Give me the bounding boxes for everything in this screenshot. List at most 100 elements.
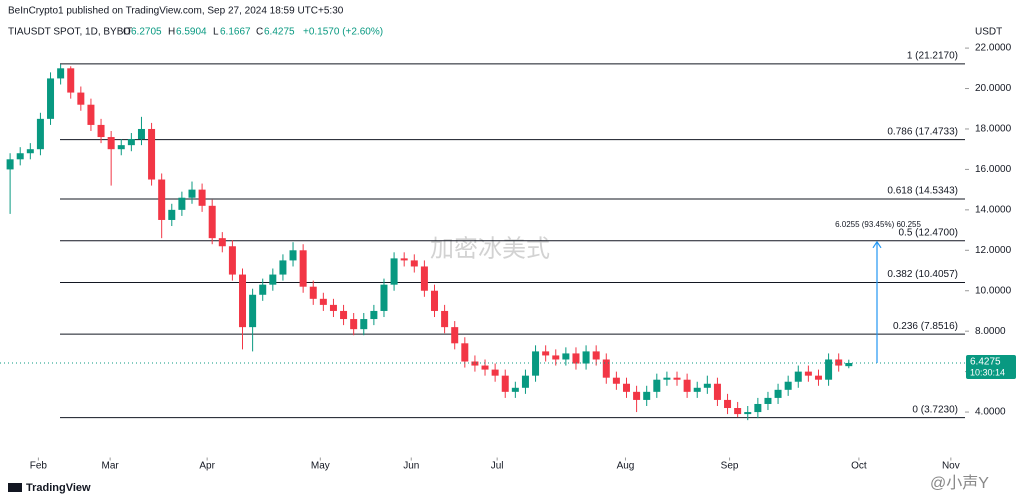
fib-label: 0.236 (7.8516) <box>893 321 958 332</box>
candle-body <box>825 359 833 380</box>
candle-body <box>754 403 762 413</box>
candle-body <box>148 128 156 180</box>
x-tick-label: Sep <box>721 461 739 472</box>
x-tick-label: Oct <box>851 461 867 472</box>
candle-body <box>228 246 236 275</box>
ohlc-label: O <box>123 27 131 38</box>
y-tick-label: 10.0000 <box>975 285 1012 296</box>
fib-label: 0.382 (10.4057) <box>887 269 958 280</box>
ohlc-label: L <box>213 27 219 38</box>
candle-body <box>441 310 449 328</box>
fib-label: 1 (21.2170) <box>907 51 958 62</box>
candle-body <box>713 383 721 400</box>
candle-body <box>218 238 226 247</box>
candle-body <box>107 137 115 150</box>
candle-body <box>360 319 368 330</box>
candle-body <box>178 197 186 210</box>
candle-body <box>26 149 34 154</box>
ohlc-value: 6.2705 <box>131 27 162 38</box>
candle-body <box>835 359 843 366</box>
candle-body <box>521 375 529 388</box>
candle-body <box>461 343 469 362</box>
candle-body <box>279 260 287 275</box>
candle-body <box>299 250 307 287</box>
candle-body <box>329 304 337 311</box>
candle-body <box>572 353 580 364</box>
candle-body <box>137 128 145 140</box>
ohlc-label: H <box>168 27 175 38</box>
ohlc-value: 6.4275 <box>264 27 295 38</box>
price-tag-countdown: 10:30:14 <box>970 367 1005 377</box>
symbol: TIAUSDT SPOT, 1D, BYBIT <box>8 27 132 38</box>
fib-label: 0.786 (17.4733) <box>887 126 958 137</box>
candle-body <box>259 284 267 295</box>
candle-body <box>511 387 519 392</box>
candle-body <box>491 369 499 376</box>
watermark: @小声Y <box>930 474 989 492</box>
candle-body <box>481 365 489 370</box>
candle-body <box>542 351 550 356</box>
candle-body <box>420 266 428 291</box>
candle-body <box>582 351 590 364</box>
y-tick-label: 22.0000 <box>975 43 1012 54</box>
candle-body <box>794 371 802 382</box>
candle-body <box>784 381 792 390</box>
x-tick-label: Aug <box>617 461 635 472</box>
candle-body <box>36 118 44 150</box>
candle-body <box>6 159 14 170</box>
candle-body <box>562 353 570 360</box>
candle-body <box>370 310 378 320</box>
candle-body <box>87 104 95 125</box>
y-tick-label: 12.0000 <box>975 245 1012 256</box>
candle-body <box>451 327 459 344</box>
y-tick-label: 8.0000 <box>975 326 1006 337</box>
candle-body <box>552 355 560 360</box>
ohlc-value: 6.5904 <box>176 27 207 38</box>
change: +0.1570 (+2.60%) <box>303 27 383 38</box>
candle-body <box>724 399 732 409</box>
candle-body <box>158 179 166 220</box>
candle-body <box>269 274 277 285</box>
candle-body <box>57 68 65 79</box>
price-tag <box>966 354 1016 379</box>
watermark: 加密冰美式 <box>430 235 550 262</box>
x-tick-label: May <box>311 461 330 472</box>
candle-body <box>683 379 691 392</box>
currency: USDT <box>975 27 1002 38</box>
candle-body <box>319 298 327 305</box>
candle-body <box>431 290 439 311</box>
candle-body <box>804 371 812 376</box>
x-tick-label: Nov <box>942 461 960 472</box>
brand-logo <box>8 483 22 492</box>
candle-body <box>633 391 641 400</box>
candle-body <box>814 375 822 380</box>
candle-body <box>208 205 216 239</box>
candle-body <box>663 377 671 380</box>
candle-body <box>400 258 408 261</box>
candle-body <box>471 361 479 366</box>
candle-body <box>622 383 630 392</box>
fib-label: 0.5 (12.4700) <box>899 227 959 238</box>
y-tick-label: 16.0000 <box>975 164 1012 175</box>
candle-body <box>188 189 196 198</box>
x-tick-label: Mar <box>102 461 120 472</box>
candle-body <box>97 124 105 138</box>
candle-body <box>309 286 317 299</box>
fib-label: 0.618 (14.5343) <box>887 186 958 197</box>
candle-body <box>249 294 257 328</box>
candle-body <box>501 375 509 392</box>
x-tick-label: Apr <box>199 461 215 472</box>
candle-body <box>289 250 297 261</box>
candle-body <box>703 383 711 388</box>
candle-body <box>774 389 782 398</box>
ohlc-label: C <box>256 27 263 38</box>
candle-body <box>693 387 701 392</box>
price-tag-value: 6.4275 <box>970 357 1001 368</box>
candle-body <box>643 391 651 400</box>
candle-body <box>653 379 661 392</box>
brand: TradingView <box>26 482 91 494</box>
candle-body <box>592 351 600 360</box>
candle-body <box>673 377 681 380</box>
